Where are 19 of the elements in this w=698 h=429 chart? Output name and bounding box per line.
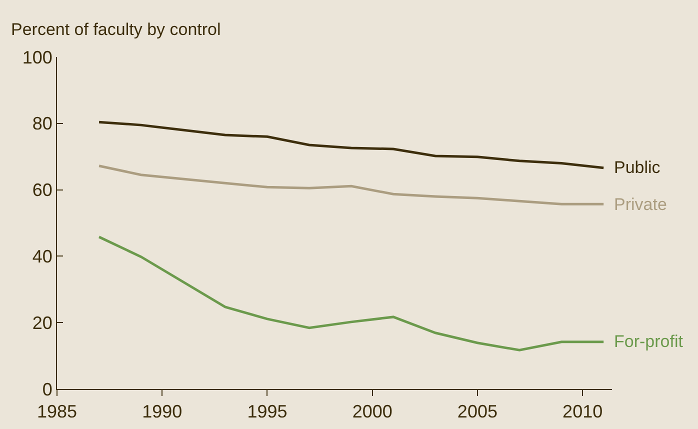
x-tick-label: 1995 [247, 402, 288, 422]
series-label: For-profit [614, 332, 684, 351]
line-series [98, 120, 605, 170]
y-tick-label: 60 [32, 180, 52, 200]
line-series [98, 236, 605, 352]
y-tick-label: 40 [32, 246, 52, 266]
series-label: Private [614, 195, 667, 214]
x-tick-label: 1985 [36, 402, 78, 422]
x-tick-label: 2000 [352, 402, 392, 422]
y-axis-title: Percent of faculty by control [11, 20, 221, 39]
x-tick-label: 2005 [457, 402, 498, 422]
x-tick-label: 2010 [562, 402, 603, 422]
x-tick-label: 1990 [142, 402, 182, 422]
y-tick-label: 20 [32, 312, 52, 333]
y-tick-label: 100 [22, 47, 52, 68]
series-label: Public [614, 158, 661, 177]
line-series [98, 164, 605, 206]
y-tick-label: 0 [42, 379, 52, 400]
y-tick-label: 80 [32, 114, 52, 134]
